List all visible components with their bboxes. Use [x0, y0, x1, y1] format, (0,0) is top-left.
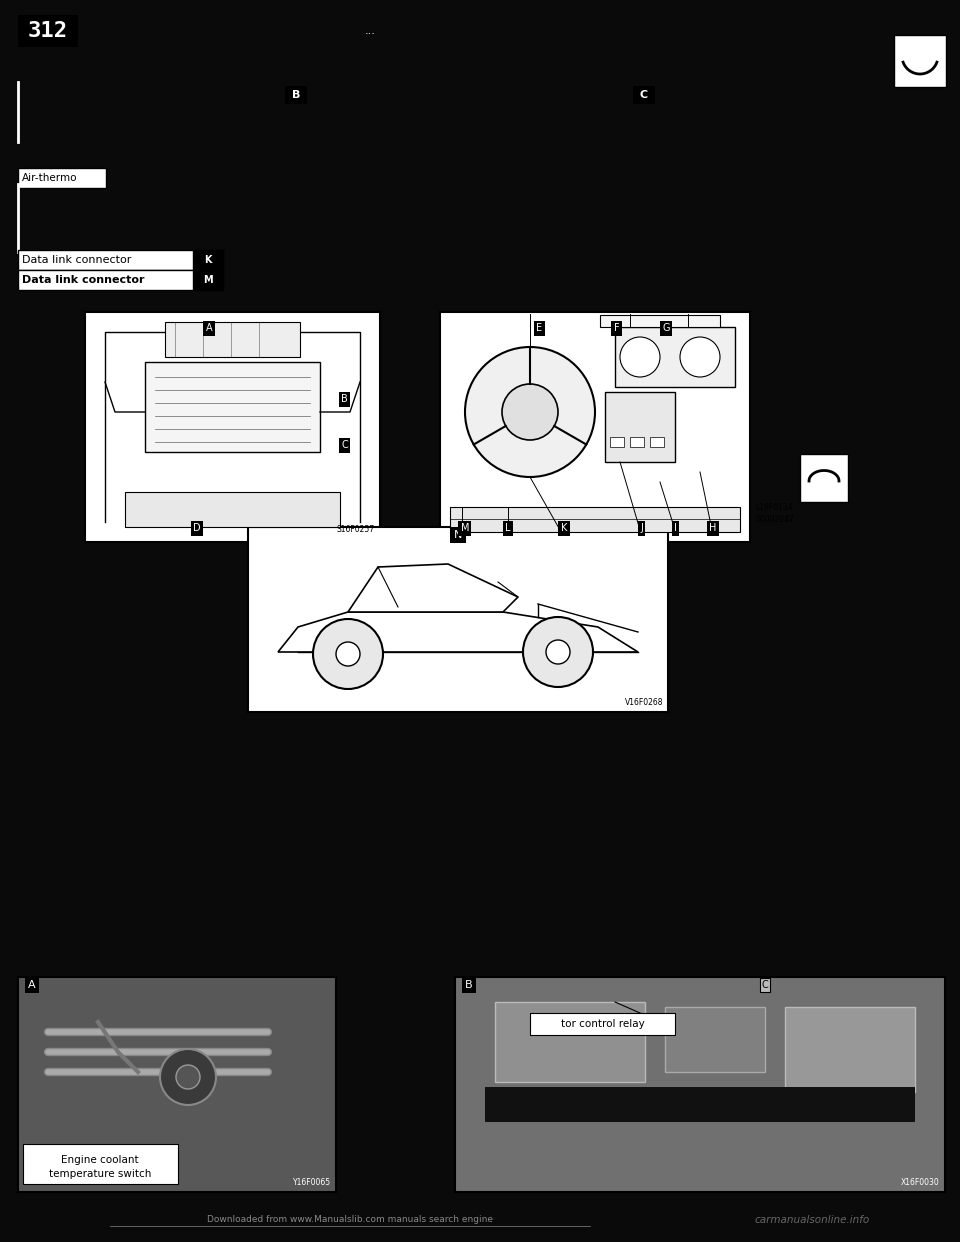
Bar: [248, 527, 668, 712]
Text: X16F0030: X16F0030: [901, 1177, 940, 1187]
Text: carmanualsonline.info: carmanualsonline.info: [755, 1215, 870, 1225]
Bar: [18, 977, 336, 1192]
Text: L: L: [506, 523, 511, 533]
Circle shape: [160, 1049, 216, 1105]
Bar: [23, 1144, 178, 1184]
Text: temperature switch: temperature switch: [49, 1169, 151, 1179]
Circle shape: [546, 640, 570, 664]
Text: A: A: [28, 980, 36, 990]
Text: V16F0268: V16F0268: [625, 698, 663, 707]
Text: K: K: [561, 523, 567, 533]
Bar: [605, 392, 675, 462]
Bar: [495, 1002, 645, 1082]
Circle shape: [465, 347, 595, 477]
Polygon shape: [348, 564, 518, 612]
Circle shape: [176, 1064, 200, 1089]
Circle shape: [502, 384, 558, 440]
Text: A: A: [205, 323, 212, 333]
Text: S16F0257: S16F0257: [337, 525, 375, 534]
Text: L19F0134: L19F0134: [755, 503, 793, 512]
Text: Air-thermo: Air-thermo: [22, 173, 78, 183]
Bar: [800, 455, 848, 502]
Text: Data link connector: Data link connector: [22, 274, 145, 284]
Bar: [485, 1087, 915, 1122]
Text: J: J: [640, 523, 643, 533]
Text: tor control relay: tor control relay: [562, 1018, 645, 1030]
Bar: [18, 250, 223, 270]
Text: C: C: [761, 980, 768, 990]
Bar: [18, 270, 223, 289]
Bar: [455, 977, 945, 1192]
Text: M: M: [204, 274, 213, 284]
Text: Y16F0065: Y16F0065: [293, 1177, 331, 1187]
Text: B: B: [466, 980, 473, 990]
Circle shape: [620, 337, 660, 378]
Text: C: C: [640, 89, 648, 101]
Bar: [440, 312, 750, 542]
Bar: [615, 327, 735, 388]
Bar: [285, 86, 307, 104]
Bar: [600, 315, 720, 327]
Text: M: M: [461, 523, 469, 533]
Circle shape: [313, 619, 383, 689]
Text: F: F: [613, 323, 619, 333]
Bar: [665, 1007, 765, 1072]
Bar: [630, 437, 644, 447]
Bar: [610, 437, 624, 447]
Text: Engine coolant: Engine coolant: [61, 1155, 139, 1165]
Text: ...: ...: [365, 26, 375, 36]
Polygon shape: [278, 612, 638, 652]
Circle shape: [336, 642, 360, 666]
Bar: [125, 492, 340, 527]
Bar: [18, 15, 78, 47]
Text: D: D: [193, 523, 201, 533]
Text: E: E: [536, 323, 542, 333]
Bar: [85, 312, 380, 542]
Text: C: C: [341, 441, 348, 451]
Text: Downloaded from www.Manualslib.com manuals search engine: Downloaded from www.Manualslib.com manua…: [207, 1216, 493, 1225]
Bar: [633, 86, 655, 104]
Text: B: B: [341, 395, 348, 405]
Bar: [894, 35, 946, 87]
Bar: [193, 250, 223, 270]
Text: N: N: [454, 530, 462, 540]
Text: Data link connector: Data link connector: [22, 255, 132, 265]
Circle shape: [523, 617, 593, 687]
Text: I: I: [674, 523, 677, 533]
Bar: [650, 437, 664, 447]
Bar: [165, 322, 300, 356]
Text: 00002047: 00002047: [755, 515, 794, 524]
Bar: [18, 168, 106, 188]
Text: H: H: [709, 523, 716, 533]
Bar: [145, 361, 320, 452]
Bar: [193, 270, 223, 289]
Bar: [450, 507, 740, 532]
Text: G: G: [662, 323, 670, 333]
Bar: [530, 1013, 675, 1035]
Text: 312: 312: [28, 21, 68, 41]
Text: K: K: [204, 255, 212, 265]
Circle shape: [680, 337, 720, 378]
Bar: [785, 1007, 915, 1092]
Text: B: B: [292, 89, 300, 101]
